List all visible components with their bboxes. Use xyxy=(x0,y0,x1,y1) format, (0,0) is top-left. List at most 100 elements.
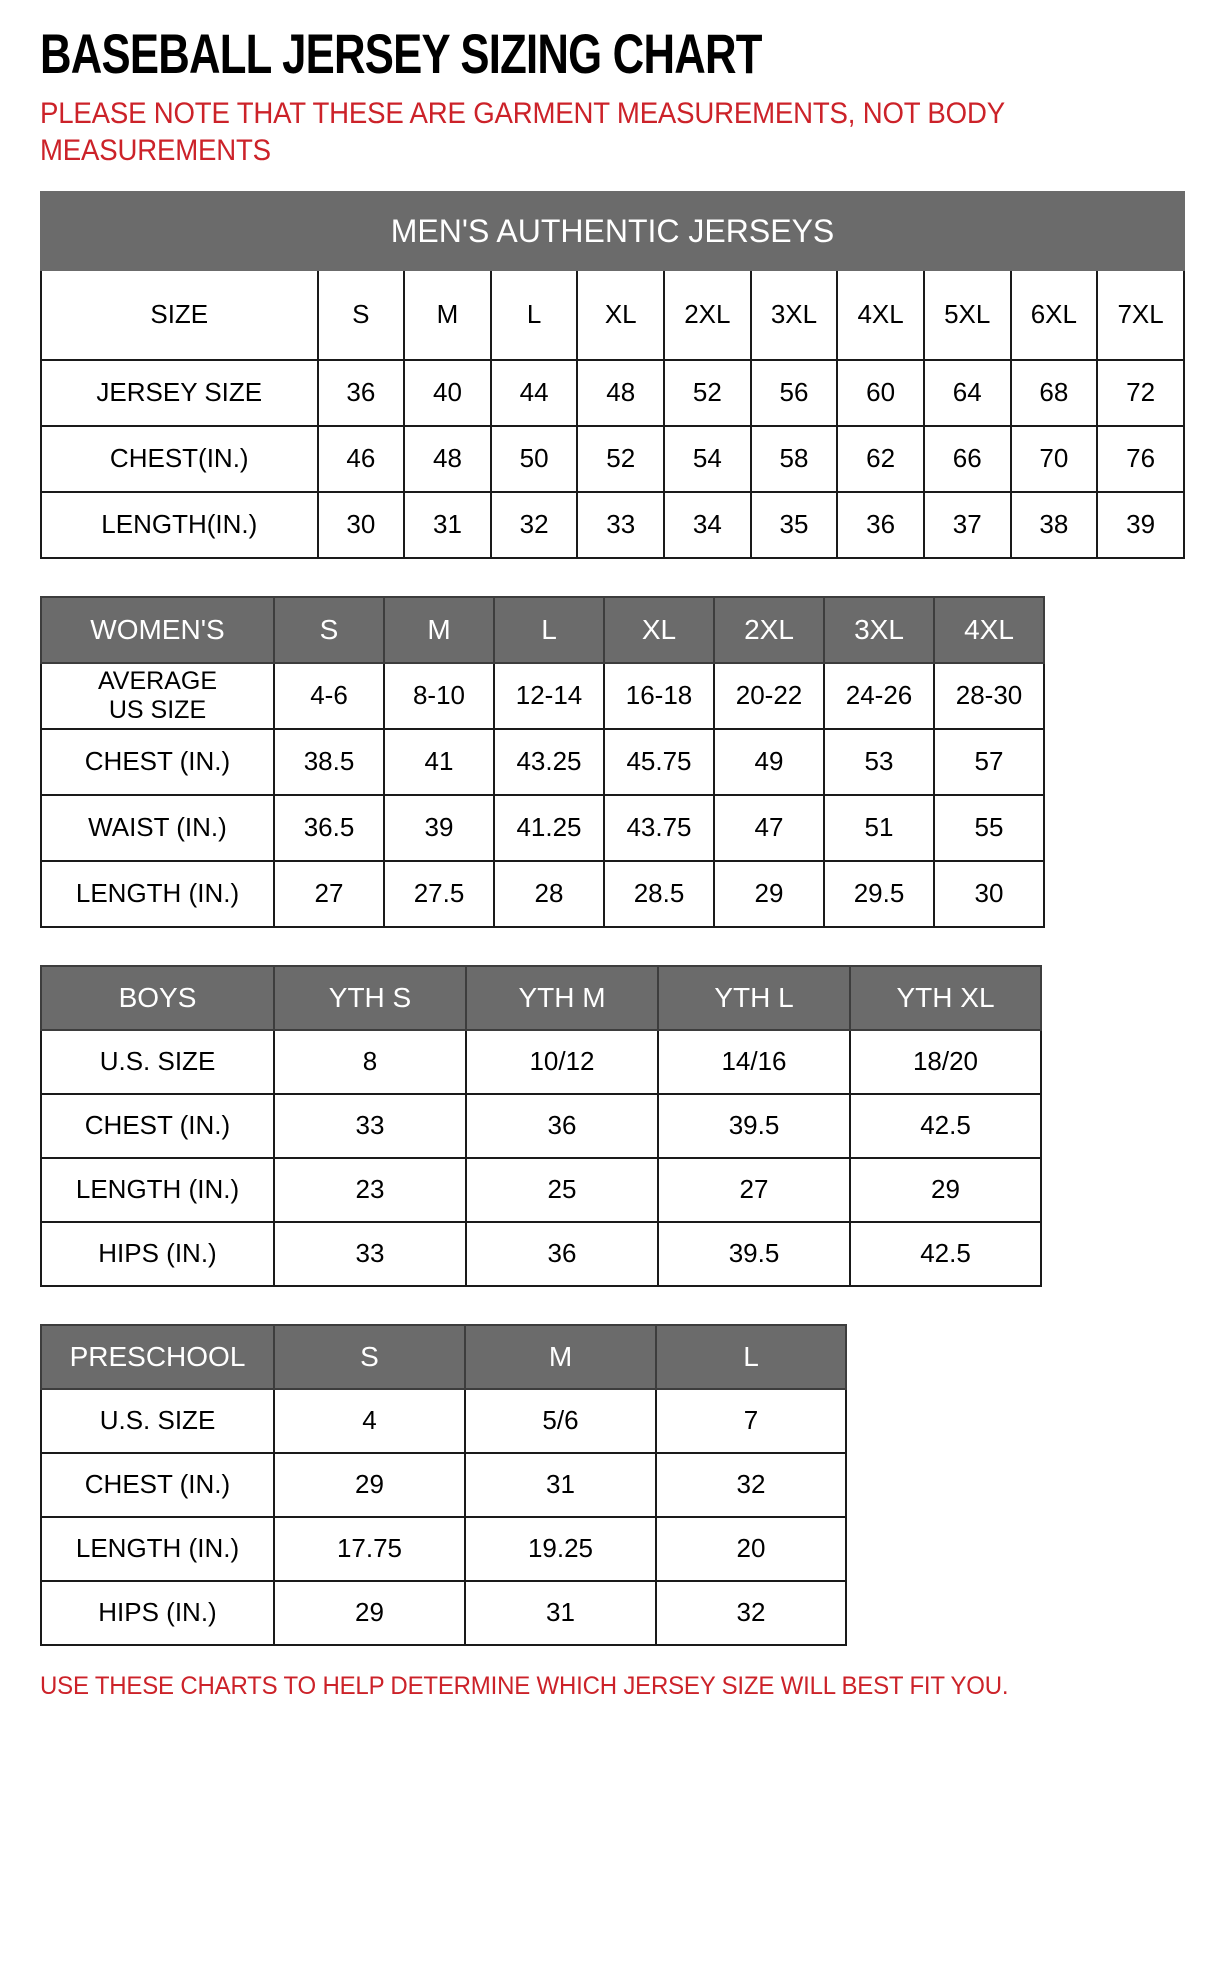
mens-cell: 38 xyxy=(1009,491,1099,560)
table-row: CHEST (IN.) 38.5 41 43.25 45.75 49 53 57 xyxy=(40,728,1045,797)
womens-cell: 47 xyxy=(713,794,825,863)
womens-row-label: CHEST (IN.) xyxy=(40,728,275,797)
preschool-sizing-table: PRESCHOOL S M L U.S. SIZE 4 5/6 7 CHEST … xyxy=(40,1324,847,1647)
womens-sizing-table: WOMEN'S S M L XL 2XL 3XL 4XL AVERAGE US … xyxy=(40,596,1045,929)
mens-cell: 66 xyxy=(922,425,1012,494)
boys-cell: 23 xyxy=(273,1157,467,1224)
womens-cell: 4-6 xyxy=(273,662,385,731)
mens-cell: 36 xyxy=(316,359,406,428)
womens-col-header: S xyxy=(273,596,385,665)
boys-cell: 27 xyxy=(657,1157,851,1224)
mens-cell: 48 xyxy=(576,359,666,428)
preschool-cell: 29 xyxy=(273,1452,466,1519)
boys-cell: 36 xyxy=(465,1093,659,1160)
boys-cell: 33 xyxy=(273,1093,467,1160)
womens-cell: 29.5 xyxy=(823,860,935,929)
womens-col-header: 4XL xyxy=(933,596,1045,665)
boys-cell: 14/16 xyxy=(657,1029,851,1096)
preschool-row-label: U.S. SIZE xyxy=(40,1388,275,1455)
preschool-cell: 17.75 xyxy=(273,1516,466,1583)
mens-cell: 40 xyxy=(403,359,492,428)
womens-cell: 41.25 xyxy=(493,794,605,863)
womens-cell: 28 xyxy=(493,860,605,929)
womens-corner-label: WOMEN'S xyxy=(40,596,275,665)
boys-cell: 29 xyxy=(849,1157,1042,1224)
mens-cell: 54 xyxy=(663,425,752,494)
boys-sizing-table: BOYS YTH S YTH M YTH L YTH XL U.S. SIZE … xyxy=(40,965,1042,1288)
womens-col-header: 3XL xyxy=(823,596,935,665)
boys-row-label: CHEST (IN.) xyxy=(40,1093,275,1160)
womens-cell: 20-22 xyxy=(713,662,825,731)
mens-col-header: XL xyxy=(576,269,666,362)
preschool-cell: 19.25 xyxy=(464,1516,657,1583)
mens-cell: 33 xyxy=(576,491,666,560)
table-row: LENGTH (IN.) 17.75 19.25 20 xyxy=(40,1516,847,1583)
boys-col-header: YTH S xyxy=(273,965,467,1032)
mens-cell: 39 xyxy=(1096,491,1185,560)
boys-col-header: YTH XL xyxy=(849,965,1042,1032)
womens-cell: 57 xyxy=(933,728,1045,797)
mens-cell: 32 xyxy=(489,491,579,560)
preschool-cell: 20 xyxy=(655,1516,847,1583)
mens-col-header: 7XL xyxy=(1096,269,1185,362)
boys-cell: 25 xyxy=(465,1157,659,1224)
womens-cell: 43.25 xyxy=(493,728,605,797)
preschool-cell: 31 xyxy=(464,1452,657,1519)
table-row: AVERAGE US SIZE 4-6 8-10 12-14 16-18 20-… xyxy=(40,662,1045,731)
mens-cell: 58 xyxy=(749,425,839,494)
preschool-row-label: HIPS (IN.) xyxy=(40,1580,275,1647)
boys-cell: 39.5 xyxy=(657,1093,851,1160)
boys-cell: 36 xyxy=(465,1221,659,1288)
preschool-row-label: CHEST (IN.) xyxy=(40,1452,275,1519)
womens-cell: 29 xyxy=(713,860,825,929)
womens-row-label-line1: AVERAGE xyxy=(97,667,218,696)
boys-header-row: BOYS YTH S YTH M YTH L YTH XL xyxy=(40,965,1042,1032)
mens-cell: 64 xyxy=(922,359,1012,428)
mens-row-label: LENGTH(IN.) xyxy=(40,491,319,560)
womens-col-header: XL xyxy=(603,596,715,665)
mens-corner-label: SIZE xyxy=(40,269,319,362)
table-row: U.S. SIZE 8 10/12 14/16 18/20 xyxy=(40,1029,1042,1096)
boys-col-header: YTH M xyxy=(465,965,659,1032)
preschool-col-header: S xyxy=(273,1324,466,1391)
womens-cell: 16-18 xyxy=(603,662,715,731)
mens-banner-row: MEN'S AUTHENTIC JERSEYS xyxy=(40,191,1185,272)
mens-col-header: 5XL xyxy=(922,269,1012,362)
womens-row-label: AVERAGE US SIZE xyxy=(40,662,275,731)
mens-col-header: 4XL xyxy=(836,269,925,362)
mens-header-row: SIZE S M L XL 2XL 3XL 4XL 5XL 6XL 7XL xyxy=(40,269,1185,362)
mens-cell: 76 xyxy=(1096,425,1185,494)
womens-col-header: M xyxy=(383,596,495,665)
mens-cell: 34 xyxy=(663,491,752,560)
mens-cell: 30 xyxy=(316,491,406,560)
preschool-header-row: PRESCHOOL S M L xyxy=(40,1324,847,1391)
womens-cell: 24-26 xyxy=(823,662,935,731)
table-row: JERSEY SIZE 36 40 44 48 52 56 60 64 68 7… xyxy=(40,359,1185,428)
womens-cell: 12-14 xyxy=(493,662,605,731)
womens-cell: 27.5 xyxy=(383,860,495,929)
table-row: HIPS (IN.) 33 36 39.5 42.5 xyxy=(40,1221,1042,1288)
womens-header-row: WOMEN'S S M L XL 2XL 3XL 4XL xyxy=(40,596,1045,665)
table-row: LENGTH (IN.) 23 25 27 29 xyxy=(40,1157,1042,1224)
womens-cell: 38.5 xyxy=(273,728,385,797)
mens-col-header: 6XL xyxy=(1009,269,1099,362)
preschool-cell: 29 xyxy=(273,1580,466,1647)
womens-cell: 39 xyxy=(383,794,495,863)
mens-row-label: JERSEY SIZE xyxy=(40,359,319,428)
table-row: CHEST (IN.) 33 36 39.5 42.5 xyxy=(40,1093,1042,1160)
table-row: CHEST(IN.) 46 48 50 52 54 58 62 66 70 76 xyxy=(40,425,1185,494)
preschool-cell: 32 xyxy=(655,1580,847,1647)
womens-row-label: WAIST (IN.) xyxy=(40,794,275,863)
mens-cell: 36 xyxy=(836,491,925,560)
womens-cell: 45.75 xyxy=(603,728,715,797)
mens-cell: 62 xyxy=(836,425,925,494)
mens-sizing-table: MEN'S AUTHENTIC JERSEYS SIZE S M L XL 2X… xyxy=(40,191,1185,560)
womens-cell: 8-10 xyxy=(383,662,495,731)
footer-note: USE THESE CHARTS TO HELP DETERMINE WHICH… xyxy=(40,1672,1009,1701)
table-row: CHEST (IN.) 29 31 32 xyxy=(40,1452,847,1519)
table-row: HIPS (IN.) 29 31 32 xyxy=(40,1580,847,1647)
table-row: LENGTH (IN.) 27 27.5 28 28.5 29 29.5 30 xyxy=(40,860,1045,929)
womens-col-header: L xyxy=(493,596,605,665)
womens-col-header: 2XL xyxy=(713,596,825,665)
preschool-cell: 31 xyxy=(464,1580,657,1647)
